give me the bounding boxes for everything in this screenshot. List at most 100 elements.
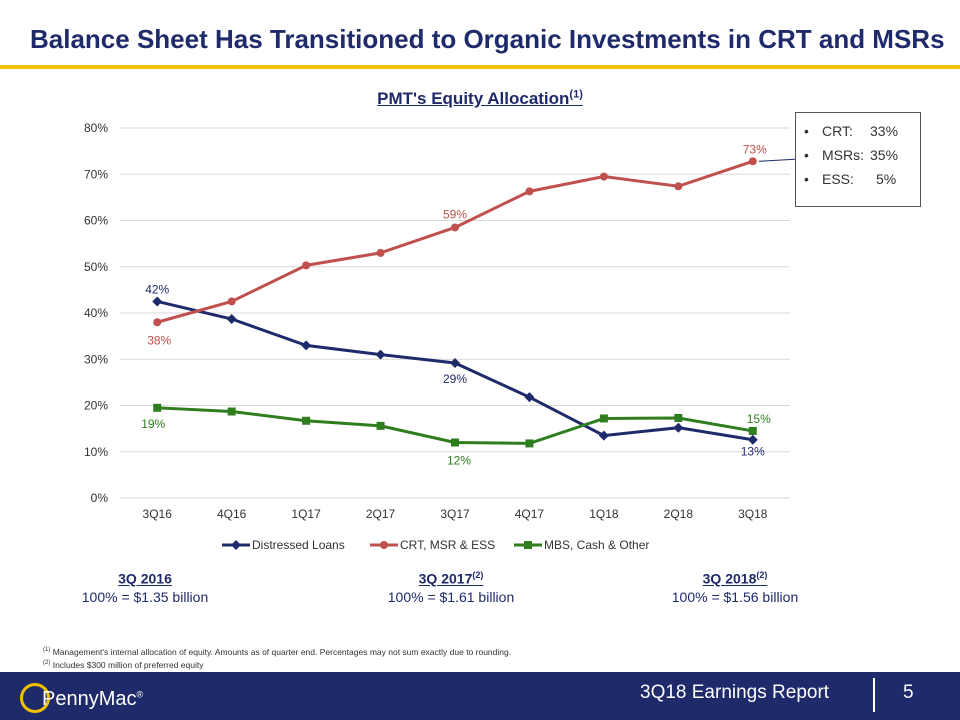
data-point xyxy=(152,296,163,307)
data-point xyxy=(226,314,237,325)
y-tick-label: 10% xyxy=(84,445,108,459)
summary-heading: 3Q 2017(2) xyxy=(418,570,484,587)
footer-bar xyxy=(0,672,960,720)
x-tick-label: 4Q17 xyxy=(515,507,545,521)
y-tick-label: 30% xyxy=(84,352,108,366)
summary-3q2017: 3Q 2017(2) 100% = $1.61 billion xyxy=(321,570,581,605)
data-point xyxy=(748,157,757,166)
data-point xyxy=(153,318,162,327)
series-line-3 xyxy=(157,406,754,445)
y-tick-label: 70% xyxy=(84,167,108,181)
data-point xyxy=(153,403,162,412)
x-tick-label: 3Q17 xyxy=(440,507,470,521)
data-label: 38% xyxy=(147,333,171,347)
x-tick-label: 3Q16 xyxy=(143,507,173,521)
legend-marker xyxy=(524,541,532,549)
legend-label: CRT, MSR & ESS xyxy=(400,538,495,552)
summary-value: 100% = $1.61 billion xyxy=(387,588,515,605)
callout-item-ess: • ESS: 5% xyxy=(804,167,920,191)
allocation-callout-box: • CRT: 33% • MSRs: 35% • ESS: 5% xyxy=(795,112,921,207)
report-name: 3Q18 Earnings Report xyxy=(640,682,830,703)
slide-title: Balance Sheet Has Transitioned to Organi… xyxy=(30,24,945,54)
legend-label: MBS, Cash & Other xyxy=(544,538,649,552)
data-point xyxy=(674,182,683,191)
data-point xyxy=(301,340,312,351)
data-point xyxy=(376,248,385,257)
callout-value: 33% xyxy=(870,123,899,139)
series-line-2 xyxy=(156,159,754,324)
bullet: • xyxy=(804,147,809,163)
data-label: 19% xyxy=(141,417,165,431)
legend-label: Distressed Loans xyxy=(252,538,345,552)
y-tick-label: 0% xyxy=(91,491,109,505)
data-point xyxy=(302,261,311,270)
data-label: 59% xyxy=(443,207,467,221)
y-tick-label: 40% xyxy=(84,306,108,320)
logo-text: PennyMac xyxy=(42,688,137,710)
bullet: • xyxy=(804,123,809,139)
chart-title-text: PMT's Equity Allocation xyxy=(377,88,570,108)
chart-title: PMT's Equity Allocation(1) xyxy=(0,88,960,109)
data-label: 13% xyxy=(741,445,765,459)
data-point xyxy=(747,434,758,445)
callout-label: MSRs: xyxy=(822,147,864,163)
summary-value: 100% = $1.35 billion xyxy=(81,588,209,605)
logo-ring-icon xyxy=(20,683,50,713)
data-label: 12% xyxy=(447,454,471,468)
data-point xyxy=(525,439,534,448)
title-divider xyxy=(0,65,960,69)
callout-connector xyxy=(758,158,796,162)
data-point xyxy=(375,349,386,360)
x-tick-label: 2Q17 xyxy=(366,507,396,521)
callout-value: 5% xyxy=(876,171,897,187)
data-point xyxy=(525,187,534,196)
footer-separator xyxy=(873,678,875,712)
data-point xyxy=(376,421,385,430)
x-tick-label: 1Q17 xyxy=(291,507,321,521)
y-tick-label: 20% xyxy=(84,399,108,413)
footnote-2: (2) Includes $300 million of preferred e… xyxy=(43,659,204,670)
callout-item-crt: • CRT: 33% xyxy=(804,119,920,143)
y-tick-label: 60% xyxy=(84,214,108,228)
data-point xyxy=(227,407,236,416)
data-point xyxy=(674,413,683,422)
footnote-1: (1) Management's internal allocation of … xyxy=(43,646,512,657)
bullet: • xyxy=(804,171,809,187)
registered-mark: ® xyxy=(136,689,144,700)
y-tick-label: 80% xyxy=(84,121,108,135)
callout-label: ESS: xyxy=(822,171,854,187)
callout-item-msrs: • MSRs: 35% xyxy=(804,143,920,167)
data-point xyxy=(451,223,459,232)
data-point xyxy=(450,357,460,368)
summary-heading: 3Q 2018(2) xyxy=(702,570,768,587)
legend-marker xyxy=(231,540,241,550)
chart-title-footnote-mark: (1) xyxy=(569,88,583,100)
x-tick-label: 3Q18 xyxy=(738,507,768,521)
summary-heading: 3Q 2016 xyxy=(118,570,172,587)
footnotes: (1) Management's internal allocation of … xyxy=(43,645,511,671)
data-point xyxy=(302,416,311,425)
data-point xyxy=(524,392,535,403)
data-point xyxy=(748,426,757,435)
y-tick-label: 50% xyxy=(84,260,108,274)
page-number: 5 xyxy=(903,682,914,703)
data-label: 29% xyxy=(443,372,467,386)
data-point xyxy=(673,422,684,433)
data-label: 15% xyxy=(747,412,771,426)
data-label: 42% xyxy=(145,282,169,296)
x-tick-label: 2Q18 xyxy=(664,507,694,521)
callout-label: CRT: xyxy=(822,123,853,139)
x-tick-label: 1Q18 xyxy=(589,507,619,521)
summary-3q2016: 3Q 2016 100% = $1.35 billion xyxy=(15,570,275,605)
x-tick-label: 4Q16 xyxy=(217,507,247,521)
callout-value: 35% xyxy=(870,147,899,163)
data-point xyxy=(599,172,608,181)
data-label: 73% xyxy=(743,142,767,156)
summary-value: 100% = $1.56 billion xyxy=(671,588,799,605)
equity-allocation-chart: 0% 10% 20% 30% 40% 50% 60% 70% 80% 3Q16 4Q16 1Q17 2Q… xyxy=(84,121,796,552)
data-point xyxy=(451,438,459,447)
legend-marker xyxy=(380,541,388,549)
data-point xyxy=(227,297,236,306)
data-point xyxy=(599,414,608,423)
summary-3q2018: 3Q 2018(2) 100% = $1.56 billion xyxy=(605,570,865,605)
